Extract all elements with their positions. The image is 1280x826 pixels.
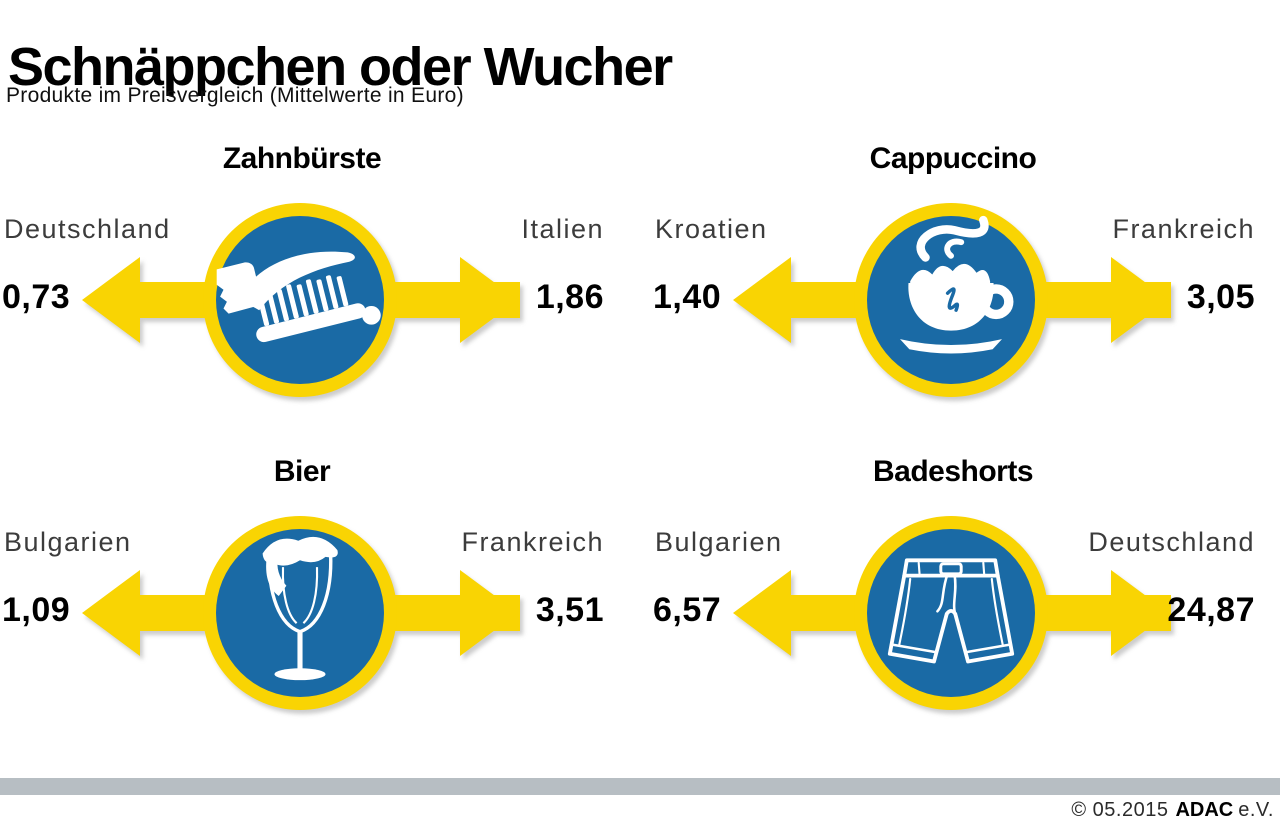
country-label-cheap: Bulgarien [655, 527, 783, 557]
product-panel-cappuccino: Cappuccino Kroatien Frankreich 1,40 3,05 [651, 130, 1280, 442]
price-cheap: 1,40 [653, 278, 722, 316]
footer-credit: © 05.2015 ADAC e.V. [1071, 799, 1274, 822]
badge-disc [216, 529, 384, 697]
product-name: Zahnbürste [222, 142, 382, 175]
country-label-expensive: Deutschland [1088, 527, 1255, 557]
cappuccino-icon [900, 215, 1014, 354]
country-label-cheap: Deutschland [4, 214, 171, 244]
org-suffix: e.V. [1238, 799, 1274, 821]
arrow-right-icon [1111, 570, 1169, 656]
badge-disc [867, 529, 1035, 697]
price-cheap: 6,57 [653, 591, 722, 629]
country-label-expensive: Frankreich [461, 527, 604, 557]
copyright-date: © 05.2015 [1071, 799, 1169, 821]
arrow-right-icon [460, 257, 518, 343]
arrow-left-icon [733, 257, 791, 343]
swim-shorts-icon [887, 558, 1015, 664]
price-expensive: 3,05 [1186, 278, 1255, 316]
arrow-left-icon [733, 570, 791, 656]
price-expensive: 1,86 [535, 278, 604, 316]
country-label-cheap: Bulgarien [4, 527, 132, 557]
price-cheap: 0,73 [2, 278, 71, 316]
product-panel-zahnbuerste: Zahnbürste Deutschland Italien 0,73 1,86 [0, 130, 640, 442]
footer-divider-bar [0, 778, 1280, 795]
arrow-left-icon [82, 570, 140, 656]
org-name: ADAC [1175, 799, 1234, 821]
country-label-expensive: Italien [521, 214, 604, 244]
price-comparison-figure [733, 203, 1171, 397]
page-title: Schnäppchen oder Wucher [8, 37, 673, 98]
country-label-expensive: Frankreich [1112, 214, 1255, 244]
price-cheap: 1,09 [2, 591, 71, 629]
price-comparison-figure [82, 516, 520, 710]
price-comparison-figure [733, 516, 1171, 710]
product-panel-bier: Bier Bulgarien Frankreich 1,09 3,51 [0, 443, 640, 755]
beer-glass-icon [262, 536, 338, 681]
price-expensive: 24,87 [1167, 591, 1255, 629]
product-name: Bier [273, 455, 331, 488]
price-comparison-figure [82, 203, 520, 397]
product-name: Cappuccino [869, 142, 1037, 175]
product-name: Badeshorts [872, 455, 1034, 488]
toothbrush-icon [216, 251, 381, 343]
arrow-right-icon [1111, 257, 1169, 343]
country-label-cheap: Kroatien [655, 214, 768, 244]
page-subtitle: Produkte im Preisvergleich (Mittelwerte … [6, 84, 464, 107]
arrow-right-icon [460, 570, 518, 656]
product-panel-badeshorts: Badeshorts Bulgarien Deutschland 6,57 24… [651, 443, 1280, 755]
price-expensive: 3,51 [535, 591, 604, 629]
arrow-left-icon [82, 257, 140, 343]
